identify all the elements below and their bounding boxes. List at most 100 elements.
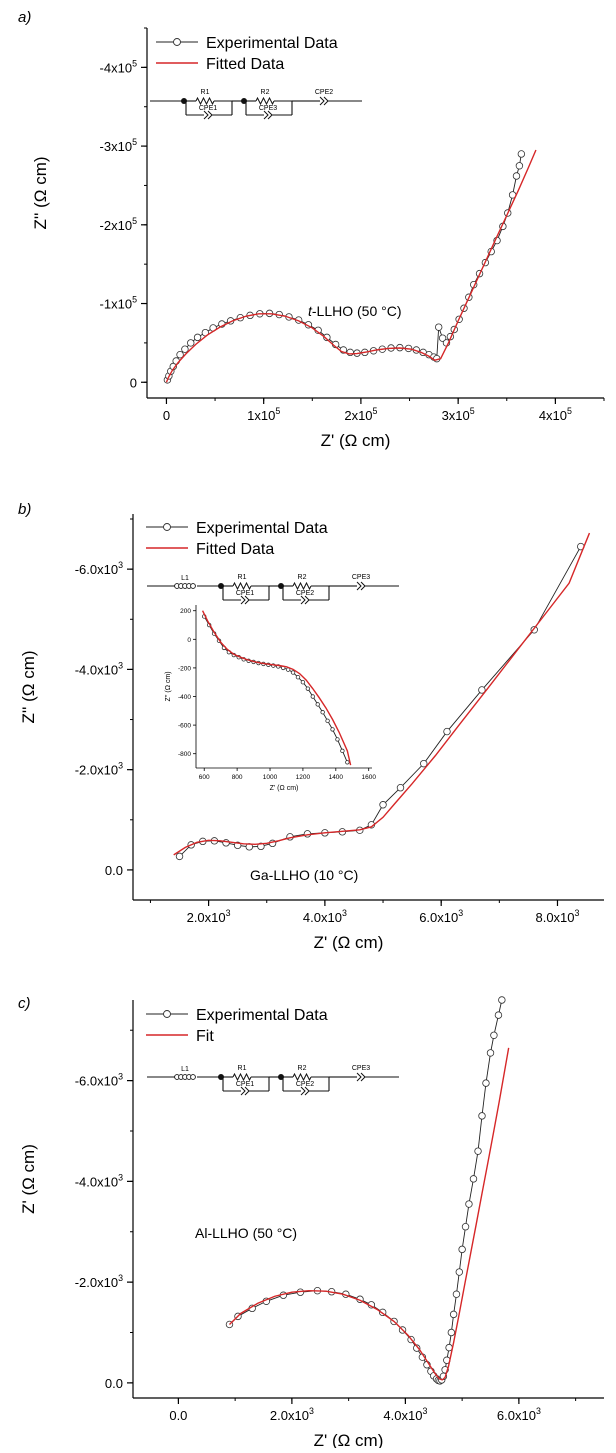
legend: Experimental Data Fitted Data bbox=[156, 35, 338, 73]
data-point bbox=[413, 1344, 421, 1352]
tick-mantissa: 8.0x10 bbox=[535, 910, 574, 925]
cpe-symbol bbox=[319, 96, 329, 106]
data-point bbox=[315, 702, 320, 707]
legend-label-experimental: Experimental Data bbox=[196, 520, 328, 537]
legend: Experimental Data Fit bbox=[146, 1007, 328, 1045]
cpe-symbol bbox=[203, 110, 213, 120]
cpe-symbol bbox=[300, 595, 310, 605]
annotation-text: -LLHO (50 °C) bbox=[312, 303, 402, 319]
data-point bbox=[346, 348, 354, 357]
circuit-label: R2 bbox=[298, 574, 307, 581]
data-point bbox=[447, 1328, 456, 1337]
tick-mantissa: 6.0x10 bbox=[497, 1408, 536, 1423]
circuit-label: L1 bbox=[181, 575, 189, 582]
data-point bbox=[478, 1112, 486, 1120]
y-tick-label: -2.0x103 bbox=[75, 1273, 123, 1290]
resistor-symbol bbox=[232, 1072, 252, 1082]
inset-y-tick-label: -200 bbox=[178, 665, 191, 672]
y-tick-label: -6.0x103 bbox=[75, 1072, 123, 1089]
data-point bbox=[379, 801, 387, 809]
tick-mantissa: -6.0x10 bbox=[75, 1074, 118, 1089]
tick-mantissa: 0.0 bbox=[169, 1408, 187, 1423]
data-point bbox=[443, 727, 451, 736]
circuit-label: R1 bbox=[238, 574, 247, 581]
x-tick-label: 8.0x103 bbox=[535, 908, 579, 925]
data-point bbox=[300, 680, 306, 685]
data-point bbox=[482, 1079, 490, 1087]
x-axis-title: Z' (Ω cm) bbox=[314, 1431, 384, 1448]
inset-x-tick-label: 1200 bbox=[296, 774, 311, 781]
data-point bbox=[396, 784, 405, 792]
data-point bbox=[305, 686, 311, 691]
data-point bbox=[515, 162, 524, 170]
fit-line bbox=[173, 532, 591, 856]
cpe-symbol bbox=[263, 110, 273, 120]
tick-mantissa: 2.0x10 bbox=[187, 910, 226, 925]
data-point bbox=[290, 670, 296, 675]
tick-exponent: 5 bbox=[132, 137, 137, 147]
inductor-coil bbox=[190, 1074, 196, 1080]
data-point bbox=[181, 345, 189, 353]
y-tick-label: -1x105 bbox=[100, 295, 138, 312]
data-point bbox=[435, 323, 443, 331]
tick-exponent: 3 bbox=[118, 1072, 123, 1082]
data-point bbox=[512, 172, 521, 180]
tick-exponent: 5 bbox=[132, 58, 137, 68]
tick-mantissa: -4x10 bbox=[100, 60, 133, 75]
tick-mantissa: -1x10 bbox=[100, 297, 133, 312]
legend-label-fit: Fitted Data bbox=[196, 541, 274, 558]
tick-mantissa: 4.0x10 bbox=[303, 910, 342, 925]
data-point bbox=[193, 333, 202, 342]
panel-label: c) bbox=[18, 995, 31, 1012]
y-tick-label: 0 bbox=[130, 375, 137, 390]
legend-marker bbox=[163, 523, 171, 531]
inset-series-group bbox=[201, 610, 352, 766]
inset-y-tick-label: -600 bbox=[178, 723, 191, 730]
annotation-text: Al-LLHO (50 °C) bbox=[195, 1225, 297, 1241]
data-point bbox=[465, 1200, 473, 1208]
data-point bbox=[295, 675, 301, 680]
data-point bbox=[486, 1049, 495, 1057]
tick-exponent: 3 bbox=[118, 1273, 123, 1283]
inset-y-tick-label: -400 bbox=[178, 694, 191, 701]
y-tick-label: -2.0x103 bbox=[75, 761, 123, 778]
data-point bbox=[257, 842, 265, 851]
annotation-italic: t bbox=[308, 303, 313, 319]
data-point bbox=[222, 839, 230, 847]
tick-exponent: 3 bbox=[422, 1406, 427, 1416]
x-tick-label: 4.0x103 bbox=[303, 908, 347, 925]
y-tick-label: -3x105 bbox=[100, 137, 138, 154]
tick-exponent: 3 bbox=[118, 660, 123, 670]
inset-x-tick-label: 1400 bbox=[329, 774, 344, 781]
sample-annotation: Ga-LLHO (10 °C) bbox=[250, 867, 358, 883]
tick-exponent: 5 bbox=[132, 216, 137, 226]
legend-marker bbox=[163, 1010, 171, 1018]
inductor-coil bbox=[190, 583, 196, 589]
tick-exponent: 3 bbox=[458, 908, 463, 918]
tick-mantissa: 0.0 bbox=[105, 863, 123, 878]
circuit-label: R2 bbox=[261, 89, 270, 96]
data-point bbox=[438, 334, 447, 342]
tick-exponent: 3 bbox=[118, 761, 123, 771]
resistor-symbol bbox=[255, 96, 275, 106]
tick-mantissa: 6.0x10 bbox=[419, 910, 458, 925]
inset-chart: 600 800 1000 1200 1400 1600 -800 -600 -400 -200 0 2… bbox=[165, 605, 376, 792]
y-tick-label: 0.0 bbox=[105, 863, 123, 878]
data-point bbox=[330, 727, 335, 732]
sample-annotation: Al-LLHO (50 °C) bbox=[195, 1225, 297, 1241]
data-point bbox=[452, 1290, 461, 1298]
x-tick-label: 0 bbox=[163, 408, 170, 423]
y-tick-label: -4.0x103 bbox=[75, 1172, 123, 1189]
tick-mantissa: -3x10 bbox=[100, 139, 133, 154]
data-point bbox=[325, 718, 330, 724]
data-point bbox=[172, 357, 180, 365]
y-axis-title: Z'' (Ω cm) bbox=[31, 156, 50, 229]
circuit-label: CPE2 bbox=[296, 590, 314, 597]
tick-mantissa: -2.0x10 bbox=[75, 763, 118, 778]
tick-mantissa: 0 bbox=[163, 408, 170, 423]
experimental-line bbox=[229, 999, 503, 1382]
tick-exponent: 5 bbox=[567, 406, 572, 416]
tick-mantissa: -4.0x10 bbox=[75, 662, 118, 677]
